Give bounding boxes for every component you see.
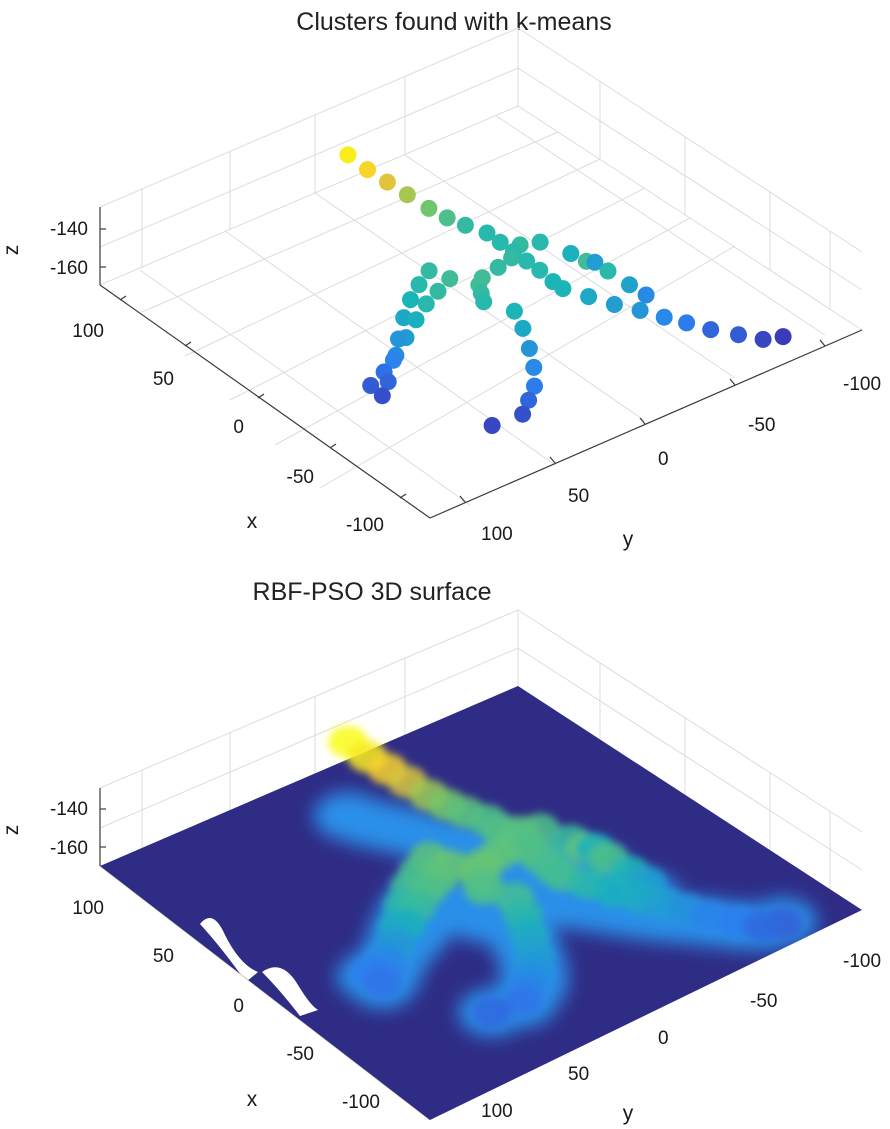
scatter-point xyxy=(359,161,376,179)
scatter-point xyxy=(503,249,521,267)
kmeans-ztick-label: -160 xyxy=(50,258,88,279)
kmeans-ytick-label: -100 xyxy=(843,374,881,395)
surface-ridge xyxy=(463,872,504,905)
scatter-point xyxy=(384,351,402,369)
scatter-point xyxy=(754,330,772,348)
scatter-point xyxy=(402,291,419,309)
kmeans-panel: Clusters found with k-means xyxy=(0,8,881,551)
scatter-point xyxy=(379,373,397,391)
rbf-tick-labels: -140 -160 100 50 0 -50 -100 -100 -50 0 5… xyxy=(50,799,881,1122)
rbf-ytick-label: 50 xyxy=(568,1064,589,1085)
scatter-point xyxy=(605,296,623,313)
rbf-ytick-label: -50 xyxy=(750,991,777,1012)
rbf-xtick-label: 50 xyxy=(153,946,174,967)
rbf-xtick-label: -100 xyxy=(342,1092,380,1113)
scatter-point xyxy=(531,261,549,279)
kmeans-xtick-label: 50 xyxy=(153,369,174,390)
rbf-ytick-label: 100 xyxy=(481,1101,513,1122)
rbf-surface-gap xyxy=(262,967,318,1016)
scatter-point xyxy=(505,302,523,320)
rbf-ztick-label: -160 xyxy=(50,838,88,859)
kmeans-ylabel: y xyxy=(623,528,634,551)
rbf-xlabel: x xyxy=(247,1088,258,1111)
scatter-point xyxy=(621,276,638,294)
surface-ridge xyxy=(502,985,543,1018)
scatter-point xyxy=(491,233,509,251)
scatter-point xyxy=(520,340,538,357)
kmeans-zlabel: z xyxy=(0,245,23,256)
kmeans-ytick-label: 100 xyxy=(481,524,513,545)
rbf-axes xyxy=(99,788,431,1121)
scatter-point xyxy=(456,216,474,234)
scatter-point xyxy=(531,233,549,251)
scatter-point xyxy=(525,358,543,376)
rbf-title: RBF-PSO 3D surface xyxy=(253,578,492,606)
kmeans-ytick-label: -50 xyxy=(748,415,775,436)
kmeans-xtick-label: 0 xyxy=(233,417,244,438)
kmeans-scatter-points xyxy=(339,146,792,434)
scatter-point xyxy=(730,326,747,344)
scatter-point xyxy=(702,321,720,339)
rbf-grid xyxy=(99,609,863,890)
scatter-point xyxy=(774,328,792,346)
scatter-point xyxy=(514,319,532,337)
scatter-point xyxy=(417,295,435,313)
scatter-point xyxy=(678,314,696,332)
scatter-point xyxy=(407,311,425,329)
scatter-point xyxy=(410,276,428,294)
rbf-ylabel: y xyxy=(623,1102,634,1125)
kmeans-xtick-label: 100 xyxy=(72,321,104,342)
rbf-xtick-label: 0 xyxy=(233,996,244,1017)
scatter-point xyxy=(655,308,673,326)
rbf-surface-gap xyxy=(200,918,258,982)
scatter-point xyxy=(520,391,538,409)
kmeans-xtick-label: -50 xyxy=(287,467,314,488)
surface-ridge xyxy=(362,966,403,999)
kmeans-ytick-label: 50 xyxy=(568,486,589,507)
scatter-point xyxy=(631,301,649,319)
scatter-point xyxy=(554,280,572,298)
kmeans-axes xyxy=(99,207,863,519)
scatter-point xyxy=(478,224,496,242)
rbf-surface xyxy=(100,686,862,1120)
scatter-point xyxy=(514,405,532,423)
scatter-point xyxy=(586,253,604,271)
rbf-panel: RBF-PSO 3D surface xyxy=(0,578,881,1125)
rbf-xtick-label: 100 xyxy=(72,898,104,919)
scatter-point xyxy=(526,377,543,395)
scatter-point xyxy=(398,186,416,204)
kmeans-ytick-label: 0 xyxy=(658,449,669,470)
scatter-point xyxy=(420,199,438,217)
kmeans-xlabel: x xyxy=(247,510,258,533)
scatter-point xyxy=(362,377,380,394)
scatter-point xyxy=(475,293,493,311)
scatter-point xyxy=(339,146,357,164)
rbf-zlabel: z xyxy=(0,825,23,836)
scatter-point xyxy=(378,173,396,191)
scatter-point xyxy=(518,252,536,270)
rbf-xtick-label: -50 xyxy=(287,1044,314,1065)
scatter-point xyxy=(438,209,456,227)
scatter-point xyxy=(637,286,655,304)
scatter-point xyxy=(429,282,447,300)
kmeans-ztick-label: -140 xyxy=(50,219,88,240)
kmeans-tick-labels: -140 -160 100 50 0 -50 -100 -100 -50 0 5… xyxy=(50,219,881,545)
rbf-ytick-label: -100 xyxy=(843,951,881,972)
scatter-point xyxy=(483,417,501,434)
kmeans-xtick-label: -100 xyxy=(346,515,384,536)
rbf-ztick-label: -140 xyxy=(50,799,88,820)
scatter-point xyxy=(562,245,580,262)
surface-ridge xyxy=(472,996,513,1029)
scatter-point xyxy=(373,387,391,405)
scatter-point xyxy=(580,288,598,306)
scatter-point xyxy=(420,262,438,280)
scatter-point xyxy=(441,270,459,288)
surface-ridge xyxy=(743,910,784,943)
scatter-point xyxy=(599,262,617,280)
rbf-ytick-label: 0 xyxy=(658,1028,669,1049)
kmeans-title: Clusters found with k-means xyxy=(296,8,611,36)
scatter-point xyxy=(489,258,507,276)
scatter-point xyxy=(390,330,407,348)
